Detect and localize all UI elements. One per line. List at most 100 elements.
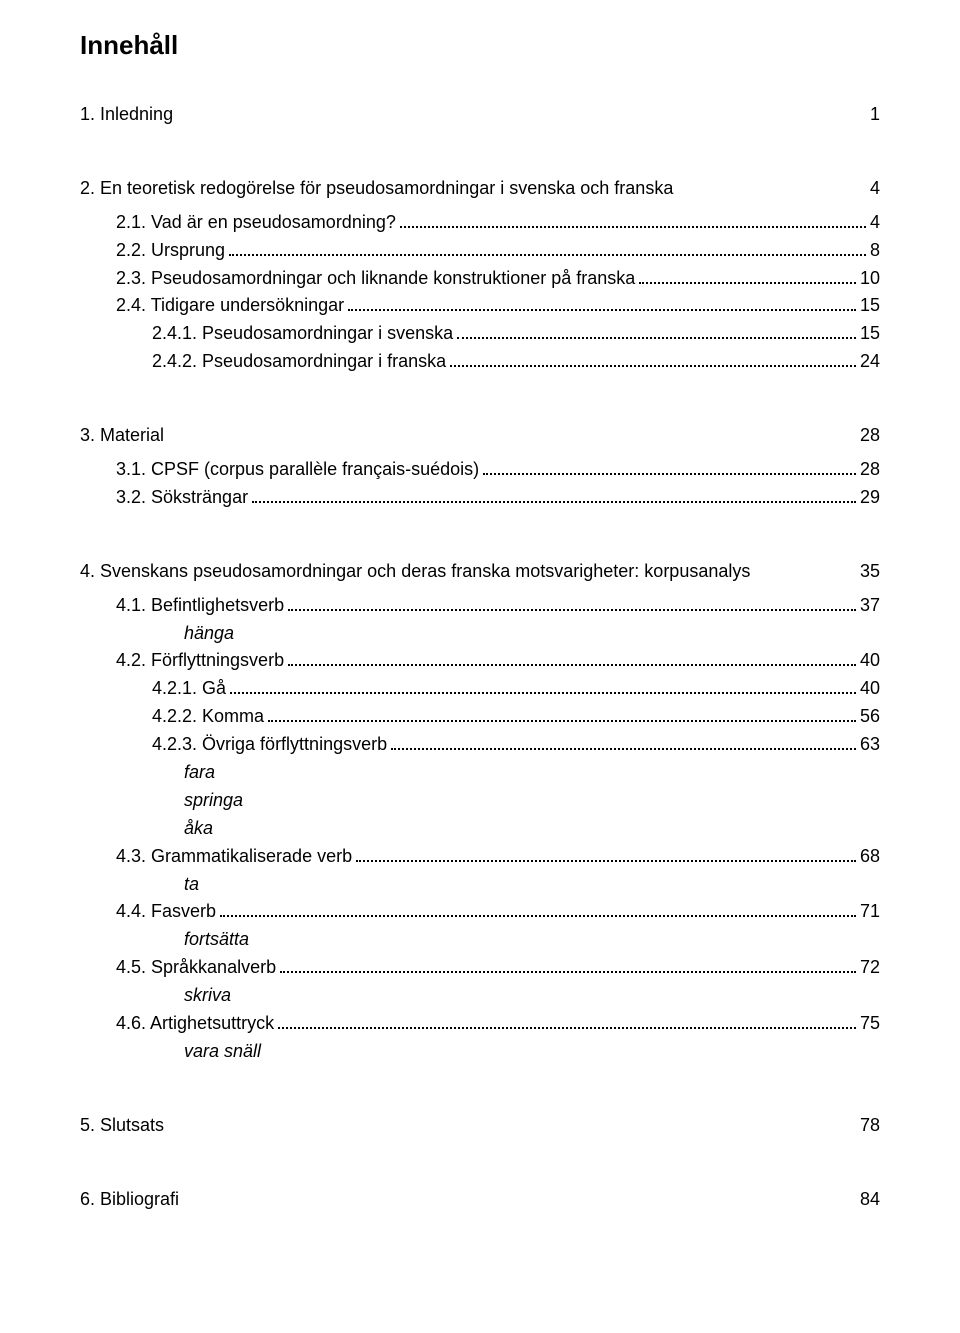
- toc-entry-label: 4.5. Språkkanalverb: [116, 954, 276, 982]
- toc-entry-label: 2.2. Ursprung: [116, 237, 225, 265]
- toc-entry: åka: [80, 815, 880, 843]
- toc-entry-page: 10: [860, 265, 880, 293]
- toc-entry: hänga: [80, 620, 880, 648]
- toc-gap: [80, 129, 880, 175]
- toc-entry-label: fara: [184, 759, 215, 787]
- toc-entry: fortsätta: [80, 926, 880, 954]
- toc-entry-page: 29: [860, 484, 880, 512]
- toc-entry-label: 4.2. Förflyttningsverb: [116, 647, 284, 675]
- toc-entry-label: skriva: [184, 982, 231, 1010]
- toc-entry-label: 4.2.2. Komma: [152, 703, 264, 731]
- toc-entry: 4.4. Fasverb 71: [80, 898, 880, 926]
- toc-entry: 4.1. Befintlighetsverb37: [80, 592, 880, 620]
- toc-entry: 2.4.2. Pseudosamordningar i franska24: [80, 348, 880, 376]
- toc-entry-page: 15: [860, 320, 880, 348]
- toc-entry-label: 4. Svenskans pseudosamordningar och dera…: [80, 558, 750, 586]
- toc-entry: springa: [80, 787, 880, 815]
- toc-entry-page: 4: [870, 209, 880, 237]
- toc-title: Innehåll: [80, 30, 880, 61]
- toc-entry: 4.6. Artighetsuttryck 75: [80, 1010, 880, 1038]
- toc-entry-page: 37: [860, 592, 880, 620]
- toc-entry: 2.3. Pseudosamordningar och liknande kon…: [80, 265, 880, 293]
- toc-entry-label: 4.4. Fasverb: [116, 898, 216, 926]
- toc-entry-page: 24: [860, 348, 880, 376]
- toc-entry-label: 2.4. Tidigare undersökningar: [116, 292, 344, 320]
- toc-entry: 3.2. Söksträngar 29: [80, 484, 880, 512]
- toc-entry: 4.3. Grammatikaliserade verb 68: [80, 843, 880, 871]
- toc-leader-dots: [252, 490, 856, 503]
- toc-entry-page: 56: [860, 703, 880, 731]
- toc-entry-label: 3. Material: [80, 422, 164, 450]
- toc-leader-dots: [278, 1016, 856, 1029]
- toc-leader-dots: [348, 299, 856, 312]
- toc-entry: 6. Bibliografi 84: [80, 1186, 880, 1214]
- toc-leader-dots: [639, 271, 856, 284]
- toc-entry: 2. En teoretisk redogörelse för pseudosa…: [80, 175, 880, 203]
- toc-entry-label: 4.3. Grammatikaliserade verb: [116, 843, 352, 871]
- toc-entry-page: 1: [870, 101, 880, 129]
- toc-leader-dots: [483, 462, 856, 475]
- toc-entry: 3. Material28: [80, 422, 880, 450]
- toc-entry-page: 8: [870, 237, 880, 265]
- toc-entry-label: 2.1. Vad är en pseudosamordning?: [116, 209, 396, 237]
- toc-entry-label: 2.3. Pseudosamordningar och liknande kon…: [116, 265, 635, 293]
- toc-entry-label: hänga: [184, 620, 234, 648]
- toc-entry: 3.1. CPSF (corpus parallèle français-sué…: [80, 456, 880, 484]
- toc-entry-page: 40: [860, 647, 880, 675]
- toc-entry-label: 1. Inledning: [80, 101, 173, 129]
- toc-entry-page: 63: [860, 731, 880, 759]
- toc-entry-label: vara snäll: [184, 1038, 261, 1066]
- toc-leader-dots: [268, 709, 856, 722]
- toc-entry-label: 2. En teoretisk redogörelse för pseudosa…: [80, 175, 673, 203]
- toc-entry-page: 68: [860, 843, 880, 871]
- toc-leader-dots: [288, 598, 856, 611]
- toc-entry-page: 78: [860, 1112, 880, 1140]
- toc-entry: skriva: [80, 982, 880, 1010]
- toc-body: 1. Inledning 1 2. En teoretisk redogörelse…: [80, 101, 880, 1214]
- toc-entry-page: 15: [860, 292, 880, 320]
- toc-entry: 4.5. Språkkanalverb 72: [80, 954, 880, 982]
- toc-leader-dots: [356, 849, 856, 862]
- toc-gap: [80, 1066, 880, 1112]
- toc-entry: 2.4. Tidigare undersökningar 15: [80, 292, 880, 320]
- page: Innehåll 1. Inledning 1 2. En teoretisk re…: [0, 0, 960, 1333]
- toc-entry-label: ta: [184, 871, 199, 899]
- toc-entry: 2.1. Vad är en pseudosamordning? 4: [80, 209, 880, 237]
- toc-entry-page: 71: [860, 898, 880, 926]
- toc-entry-label: 3.1. CPSF (corpus parallèle français-sué…: [116, 456, 479, 484]
- toc-entry: 1. Inledning 1: [80, 101, 880, 129]
- toc-entry-label: 2.4.1. Pseudosamordningar i svenska: [152, 320, 453, 348]
- toc-leader-dots: [400, 215, 866, 228]
- toc-entry: 4.2. Förflyttningsverb 40: [80, 647, 880, 675]
- toc-entry-label: springa: [184, 787, 243, 815]
- toc-entry: 4.2.2. Komma 56: [80, 703, 880, 731]
- toc-entry-page: 75: [860, 1010, 880, 1038]
- toc-leader-dots: [229, 243, 866, 256]
- toc-entry-label: 4.6. Artighetsuttryck: [116, 1010, 274, 1038]
- toc-leader-dots: [280, 960, 856, 973]
- toc-entry-page: 72: [860, 954, 880, 982]
- toc-entry: ta: [80, 871, 880, 899]
- toc-entry-label: åka: [184, 815, 213, 843]
- toc-gap: [80, 512, 880, 558]
- toc-entry: 2.2. Ursprung 8: [80, 237, 880, 265]
- toc-entry: 5. Slutsats 78: [80, 1112, 880, 1140]
- toc-entry-label: fortsätta: [184, 926, 249, 954]
- toc-entry: 2.4.1. Pseudosamordningar i svenska 15: [80, 320, 880, 348]
- toc-entry-label: 4.2.1. Gå: [152, 675, 226, 703]
- toc-entry-label: 5. Slutsats: [80, 1112, 164, 1140]
- toc-leader-dots: [457, 327, 856, 340]
- toc-leader-dots: [288, 654, 856, 667]
- toc-leader-dots: [391, 737, 856, 750]
- toc-leader-dots: [450, 354, 856, 367]
- toc-entry-page: 84: [860, 1186, 880, 1214]
- toc-entry: vara snäll: [80, 1038, 880, 1066]
- toc-entry: 4. Svenskans pseudosamordningar och dera…: [80, 558, 880, 586]
- toc-entry-page: 28: [860, 456, 880, 484]
- toc-leader-dots: [220, 905, 856, 918]
- toc-entry-label: 3.2. Söksträngar: [116, 484, 248, 512]
- toc-entry-label: 4.2.3. Övriga förflyttningsverb: [152, 731, 387, 759]
- toc-leader-dots: [230, 682, 856, 695]
- toc-entry: 4.2.1. Gå40: [80, 675, 880, 703]
- toc-entry-label: 6. Bibliografi: [80, 1186, 179, 1214]
